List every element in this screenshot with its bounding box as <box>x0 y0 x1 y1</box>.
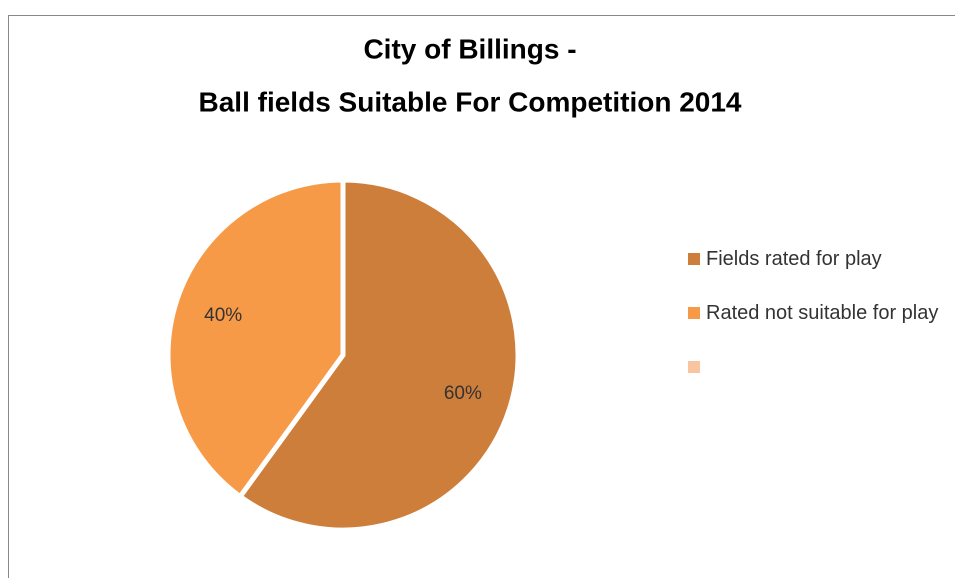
chart-frame <box>8 15 955 578</box>
legend-label: Fields rated for play <box>706 248 882 270</box>
pie-slice <box>165 177 346 501</box>
legend: Fields rated for play Rated not suitable … <box>688 246 950 408</box>
legend-swatch <box>688 361 700 373</box>
chart-title: City of Billings - <box>363 33 576 64</box>
legend-item: Rated not suitable for play <box>688 300 950 326</box>
legend-swatch <box>688 253 700 265</box>
data-label: 60% <box>444 383 482 404</box>
data-label: 40% <box>204 305 242 326</box>
pie-slice <box>236 177 521 533</box>
legend-label: Rated not suitable for play <box>706 302 939 324</box>
legend-item: Fields rated for play <box>688 246 950 272</box>
chart-title: Ball fields Suitable For Competition 201… <box>199 86 742 117</box>
legend-swatch <box>688 307 700 319</box>
legend-item <box>688 354 950 380</box>
